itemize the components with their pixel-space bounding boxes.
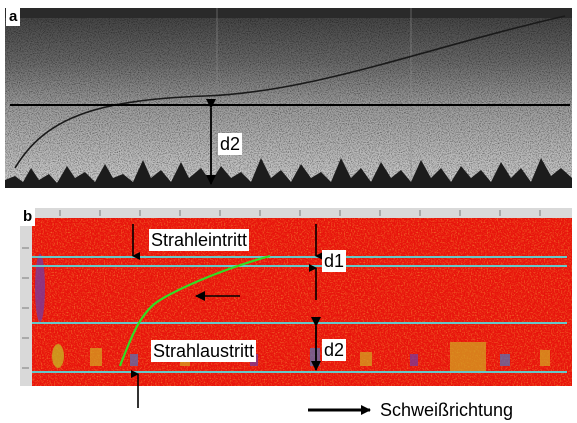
hot-spot-left <box>35 254 45 322</box>
ruler-ticks-left <box>22 247 29 369</box>
d2-label-b: d2 <box>322 339 347 361</box>
welding-direction-label: Schweißrichtung <box>380 400 514 420</box>
thermal-panel <box>20 208 572 386</box>
micrograph-image <box>5 8 572 188</box>
d1-label: d1 <box>322 250 347 272</box>
hot-spot-left-bottom <box>52 344 64 368</box>
crack-line <box>14 15 566 169</box>
micrograph-panel <box>5 8 572 188</box>
beam-entry-label: Strahleintritt <box>149 229 250 251</box>
beam-exit-label: Strahlaustritt <box>151 340 257 362</box>
ruler-ticks-top <box>59 210 541 216</box>
panel-a-label: a <box>6 8 21 26</box>
fusion-boundary-spikes <box>5 158 572 188</box>
weld-penetration-curve <box>118 254 271 367</box>
d2-label-a: d2 <box>218 133 243 155</box>
panel-b-label: b <box>20 208 36 226</box>
thermal-image <box>20 208 572 386</box>
